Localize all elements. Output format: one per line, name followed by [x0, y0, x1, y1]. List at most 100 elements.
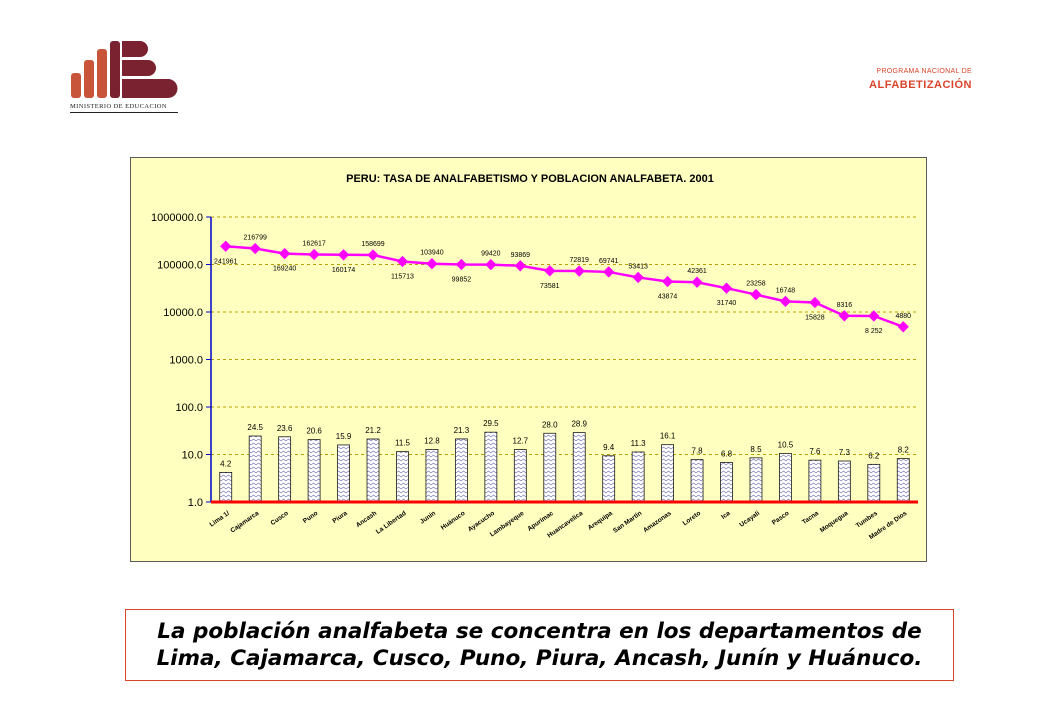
- chart-panel: PERU: TASA DE ANALFABETISMO Y POBLACION …: [130, 157, 927, 562]
- bar: [366, 438, 380, 503]
- bar-label: 6.2: [868, 451, 880, 460]
- line-point-label: 241961: [214, 258, 237, 265]
- line-point: [691, 276, 703, 288]
- line-point-label: 162617: [302, 240, 325, 247]
- line-point-label: 103940: [420, 250, 443, 257]
- bar-label: 23.6: [277, 424, 293, 433]
- x-category-label: Tacna: [801, 510, 820, 526]
- bar: [867, 463, 881, 503]
- line-point-label: 169240: [273, 266, 296, 273]
- bar-label: 21.3: [454, 426, 470, 435]
- y-tick-label: 10000.0: [163, 307, 203, 319]
- line-point: [485, 258, 497, 271]
- x-category-label: Pasco: [771, 510, 791, 527]
- caption-line-2: Lima, Cajamarca, Cusco, Puno, Piura, Anc…: [156, 646, 923, 671]
- ministry-logo: [70, 40, 180, 120]
- x-category-label: Arequipa: [587, 510, 614, 532]
- x-category-label: Moquegua: [819, 510, 850, 535]
- bar: [779, 453, 792, 503]
- bar: [484, 431, 498, 503]
- bar: [837, 460, 851, 503]
- line-point: [779, 295, 792, 308]
- line-point: [278, 247, 291, 260]
- bar-label: 29.5: [483, 419, 499, 428]
- bar-label: 24.5: [247, 423, 263, 432]
- x-category-label: Piura: [331, 510, 349, 525]
- line-point-label: 53413: [628, 263, 648, 270]
- line-point-label: 99852: [452, 277, 472, 284]
- bar-label: 7.8: [692, 447, 704, 456]
- bar-label: 12.8: [424, 436, 440, 445]
- x-category-label: Ucayali: [738, 510, 761, 529]
- program-title: PROGRAMA NACIONAL DE ALFABETIZACIÓN: [869, 68, 972, 91]
- line-point: [337, 249, 350, 261]
- x-category-label: Lima 1/: [209, 510, 232, 529]
- line-point-label: 23258: [746, 281, 766, 288]
- line-point-label: 93869: [511, 252, 531, 259]
- x-category-label: Puno: [302, 510, 319, 525]
- line-point-label: 8 252: [865, 328, 883, 335]
- bar: [602, 455, 616, 503]
- bar-label: 28.0: [542, 420, 558, 429]
- line-point: [220, 240, 232, 252]
- bar: [661, 444, 675, 503]
- x-category-label: San Martín: [612, 510, 643, 535]
- bar-label: 6.8: [721, 449, 733, 458]
- bar: [720, 462, 733, 503]
- bar-label: 16.1: [660, 432, 676, 441]
- bar: [808, 459, 822, 503]
- caption-box: La población analfabeta se concentra en …: [125, 609, 954, 681]
- line-point-label: 99420: [481, 251, 501, 258]
- y-tick-label: 100000.0: [157, 260, 203, 272]
- bar-label: 10.5: [778, 440, 794, 449]
- line-point: [455, 258, 468, 271]
- line-point: [809, 296, 821, 309]
- line-point-label: 216799: [244, 235, 267, 242]
- line-point-label: 4880: [895, 313, 911, 320]
- line-point-label: 31740: [717, 300, 737, 307]
- bar: [543, 432, 557, 503]
- line-point-label: 160174: [332, 267, 355, 274]
- line-point: [750, 288, 762, 301]
- line-point: [632, 271, 644, 284]
- bar-label: 11.3: [631, 439, 647, 448]
- y-tick-label: 1.0: [188, 497, 203, 509]
- bar: [248, 435, 262, 503]
- x-category-label: Ancash: [355, 510, 378, 529]
- line-point-label: 73581: [540, 283, 560, 290]
- ministry-logo-icon: [71, 41, 178, 98]
- bar-label: 15.9: [336, 432, 352, 441]
- y-tick-label: 100.0: [175, 402, 203, 414]
- bar: [337, 444, 350, 503]
- line-point: [249, 242, 261, 255]
- logo-caption: MINISTERIO DE EDUCACION: [70, 103, 178, 113]
- line-point: [544, 265, 556, 277]
- bar: [513, 449, 527, 503]
- line-point-label: 158699: [361, 241, 384, 248]
- y-tick-label: 10.0: [182, 450, 203, 462]
- caption-line-1: La población analfabeta se concentra en …: [157, 619, 922, 644]
- line-point-label: 69741: [599, 258, 619, 265]
- line-point-label: 72819: [569, 257, 589, 264]
- x-category-label: La Libertad: [375, 510, 408, 536]
- line-point-label: 115713: [391, 273, 414, 280]
- bar-label: 8.2: [898, 446, 910, 455]
- x-category-label: Junín: [419, 510, 437, 526]
- x-category-label: Ica: [720, 510, 732, 521]
- y-tick-label: 1000000.0: [151, 212, 203, 224]
- bar: [396, 451, 409, 503]
- line-point: [720, 282, 733, 294]
- line-point-label: 15828: [805, 315, 825, 322]
- bar-label: 8.5: [750, 445, 762, 454]
- line-series: [225, 245, 904, 328]
- bar: [425, 449, 439, 503]
- program-line2: ALFABETIZACIÓN: [869, 79, 972, 91]
- line-point: [661, 275, 674, 288]
- bar: [749, 457, 763, 503]
- x-category-label: Amazonas: [642, 510, 673, 535]
- x-category-label: Huánuco: [440, 510, 467, 532]
- bar: [896, 458, 910, 503]
- x-category-label: Cajamarca: [229, 510, 260, 535]
- bar-label: 21.2: [365, 426, 381, 435]
- line-point: [838, 310, 851, 322]
